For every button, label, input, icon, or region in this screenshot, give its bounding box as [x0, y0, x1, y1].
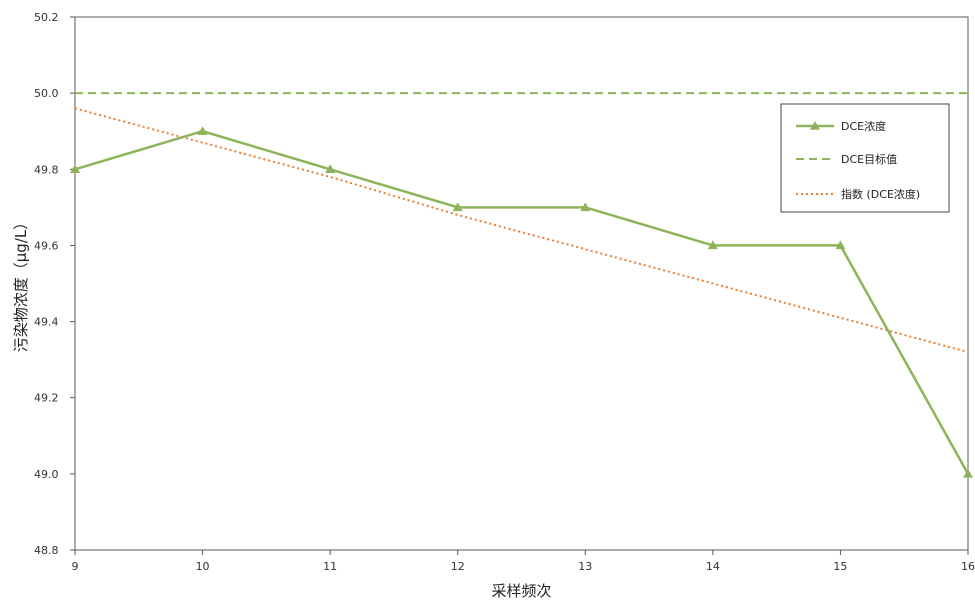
y-tick-label: 49.8: [34, 163, 59, 176]
x-tick-label: 14: [706, 560, 720, 573]
y-tick-label: 48.8: [34, 544, 59, 557]
data-point-marker: [963, 468, 973, 478]
data-point-marker: [580, 202, 591, 212]
data-point-marker: [707, 240, 718, 250]
x-tick-label: 15: [833, 560, 847, 573]
data-point-marker: [452, 202, 463, 212]
series-group: [70, 92, 973, 478]
x-tick-label: 9: [72, 560, 79, 573]
plot-area-border: [74, 16, 969, 551]
axes: 48.8 49.0 49.2 49.4 49.6 49.8 50.0 50.2 9 10 11 12 1…: [34, 11, 975, 573]
y-tick-label: 49.2: [34, 392, 59, 405]
x-tick-label: 16: [961, 560, 975, 573]
data-point-marker: [835, 240, 846, 250]
y-tick-label: 50.2: [34, 11, 59, 24]
x-tick-label: 11: [323, 560, 337, 573]
y-tick-label: 49.6: [34, 239, 59, 252]
data-point-marker: [197, 126, 208, 135]
y-tick-label: 49.0: [34, 468, 59, 481]
x-tick-label: 13: [578, 560, 592, 573]
legend-label-0: DCE浓度: [841, 119, 886, 133]
data-point-marker: [325, 164, 336, 174]
series-line-0: [74, 129, 970, 475]
legend-label-2: 指数 (DCE浓度): [841, 187, 920, 201]
y-axis-title: 污染物浓度（μg/L）: [12, 215, 30, 352]
y-tick-label: 50.0: [34, 87, 59, 100]
legend-label-1: DCE目标值: [841, 152, 897, 166]
x-tick-label: 12: [451, 560, 465, 573]
x-axis-title: 采样频次: [491, 582, 551, 600]
y-tick-label: 49.4: [34, 316, 59, 329]
legend-marker: [810, 121, 820, 130]
data-point-marker: [70, 164, 80, 174]
x-tick-label: 10: [196, 560, 210, 573]
series-0: [70, 126, 973, 478]
series-2: [74, 107, 969, 353]
series-line-2: [74, 107, 969, 353]
